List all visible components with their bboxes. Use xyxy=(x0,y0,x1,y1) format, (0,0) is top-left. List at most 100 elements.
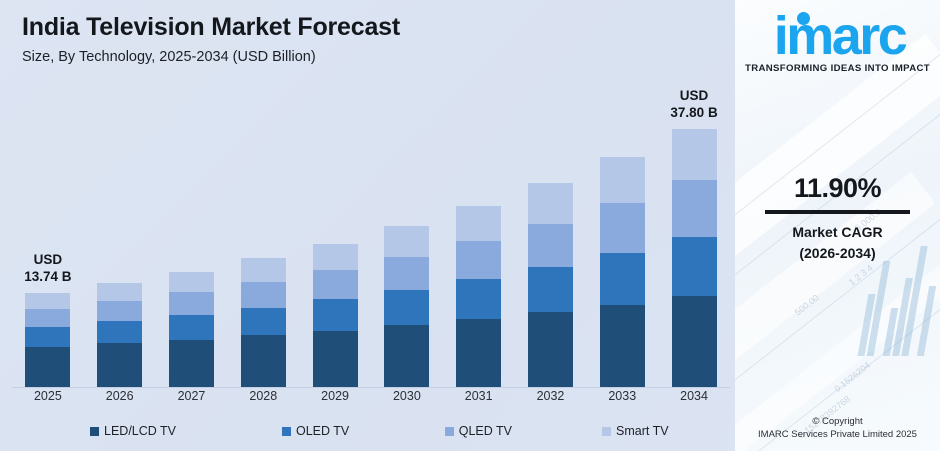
bar-segment[interactable] xyxy=(671,179,717,237)
bar-segment[interactable] xyxy=(384,325,430,387)
bar-group[interactable] xyxy=(227,78,299,387)
bar-segment[interactable] xyxy=(25,327,71,347)
stacked-bar[interactable] xyxy=(527,183,573,387)
cagr-value: 11.90% xyxy=(793,173,882,203)
bar-group[interactable] xyxy=(515,78,587,387)
stacked-bar[interactable] xyxy=(168,271,214,387)
bar-segment[interactable] xyxy=(168,314,214,340)
legend-item[interactable]: LED/LCD TV xyxy=(12,424,282,438)
bar-segment[interactable] xyxy=(312,330,358,387)
bar-segment[interactable] xyxy=(527,312,573,387)
legend-label: LED/LCD TV xyxy=(104,424,177,438)
cagr-label: Market CAGR xyxy=(792,224,883,240)
bar-segment[interactable] xyxy=(384,226,430,257)
stacked-bar[interactable] xyxy=(671,129,717,387)
chart-panel: India Television Market Forecast Size, B… xyxy=(0,10,735,442)
brand-panel: 5,000.0 1 2 3 4 500.00 0.1526204 0.15278… xyxy=(735,0,940,451)
x-axis-tick: 2032 xyxy=(536,389,565,403)
bar-segment[interactable] xyxy=(599,203,645,254)
bar-segment[interactable] xyxy=(527,223,573,268)
bar-segment[interactable] xyxy=(312,270,358,300)
bar-segment[interactable] xyxy=(456,241,502,280)
x-axis-tick: 2029 xyxy=(321,389,349,403)
copyright-line-2: IMARC Services Private Limited 2025 xyxy=(758,429,917,440)
stacked-bar[interactable] xyxy=(599,156,645,387)
legend-swatch-icon xyxy=(90,426,99,436)
chart-header: India Television Market Forecast Size, B… xyxy=(22,10,400,67)
bar-segment[interactable] xyxy=(671,129,717,180)
legend-swatch-icon xyxy=(444,426,454,436)
legend-item[interactable]: Smart TV xyxy=(602,424,730,438)
bar-segment[interactable] xyxy=(599,156,645,204)
bar-segment[interactable] xyxy=(671,295,717,387)
bar-segment[interactable] xyxy=(384,290,430,326)
legend-item[interactable]: OLED TV xyxy=(282,424,445,438)
bar-segment[interactable] xyxy=(25,346,71,387)
bar-segment[interactable] xyxy=(456,319,502,387)
legend-swatch-icon xyxy=(282,426,291,436)
logo-dot-icon xyxy=(796,12,810,25)
stacked-bar[interactable] xyxy=(312,243,358,387)
bar-segment[interactable] xyxy=(384,256,430,291)
legend-label: Smart TV xyxy=(616,424,669,438)
x-axis-tick: 2030 xyxy=(392,389,421,403)
bar-segment[interactable] xyxy=(312,299,358,331)
bar-group[interactable] xyxy=(156,78,228,387)
bar-group[interactable]: USD 13.74 B xyxy=(12,78,84,387)
chart-legend: LED/LCD TV OLED TV QLED TV Smart TV xyxy=(12,420,730,442)
bar-segment[interactable] xyxy=(599,304,645,387)
bar-segment[interactable] xyxy=(456,279,502,320)
logo-tagline: TRANSFORMING IDEAS INTO IMPACT xyxy=(745,63,930,74)
bar-segment[interactable] xyxy=(168,292,214,315)
legend-label: OLED TV xyxy=(296,424,350,438)
copyright-line-1: © Copyright xyxy=(812,416,863,427)
bar-segment[interactable] xyxy=(671,237,717,296)
bar-segment[interactable] xyxy=(25,293,71,310)
bar-segment[interactable] xyxy=(240,335,286,387)
x-axis-tick: 2034 xyxy=(680,389,708,403)
cagr-period: (2026-2034) xyxy=(799,245,876,261)
bar-group[interactable] xyxy=(299,78,371,387)
cagr-block: 11.90% Market CAGR (2026-2034) xyxy=(735,172,940,264)
stacked-bar[interactable] xyxy=(384,226,430,387)
copyright-notice: © Copyright IMARC Services Private Limit… xyxy=(735,415,940,441)
bar-segment[interactable] xyxy=(97,321,143,344)
bar-segment[interactable] xyxy=(97,343,143,387)
stacked-bar[interactable] xyxy=(25,293,71,387)
bar-group[interactable]: USD 37.80 B xyxy=(658,78,730,387)
bar-segment[interactable] xyxy=(599,253,645,305)
stacked-bar[interactable] xyxy=(97,283,143,387)
bar-value-label: USD 37.80 B xyxy=(670,88,718,120)
bar-segment[interactable] xyxy=(240,307,286,336)
legend-item[interactable]: QLED TV xyxy=(444,424,602,438)
plot-area: USD 13.74 B USD 37.80 B xyxy=(0,78,735,388)
bar-group[interactable] xyxy=(84,78,156,387)
bar-segment[interactable] xyxy=(25,309,71,328)
bar-segment[interactable] xyxy=(312,243,358,271)
x-axis-tick: 2027 xyxy=(177,389,206,403)
bar-segment[interactable] xyxy=(527,267,573,313)
stacked-bar[interactable] xyxy=(456,206,502,387)
bar-segment[interactable] xyxy=(240,281,286,308)
bar-segment[interactable] xyxy=(240,258,286,282)
bar-segment[interactable] xyxy=(168,339,214,387)
x-axis-tick: 2033 xyxy=(608,389,637,403)
bar-segment[interactable] xyxy=(168,271,214,293)
bar-group[interactable] xyxy=(371,78,443,387)
x-axis-tick: 2031 xyxy=(464,389,493,403)
bar-segment[interactable] xyxy=(97,283,143,302)
stacked-bar[interactable] xyxy=(240,258,286,387)
x-axis-tick: 2025 xyxy=(33,389,62,403)
bar-segment[interactable] xyxy=(97,301,143,322)
bar-group[interactable] xyxy=(443,78,515,387)
cagr-divider xyxy=(765,210,910,214)
bar-segment[interactable] xyxy=(456,206,502,242)
imarc-logo: imarc TRANSFORMING IDEAS INTO IMPACT xyxy=(735,8,940,74)
bar-segment[interactable] xyxy=(527,183,573,224)
page-subtitle: Size, By Technology, 2025-2034 (USD Bill… xyxy=(22,49,316,65)
bar-group[interactable] xyxy=(586,78,658,387)
bar-series-container: USD 13.74 B USD 37.80 B xyxy=(12,78,730,387)
legend-swatch-icon xyxy=(602,426,611,436)
page-title: India Television Market Forecast xyxy=(22,13,400,41)
